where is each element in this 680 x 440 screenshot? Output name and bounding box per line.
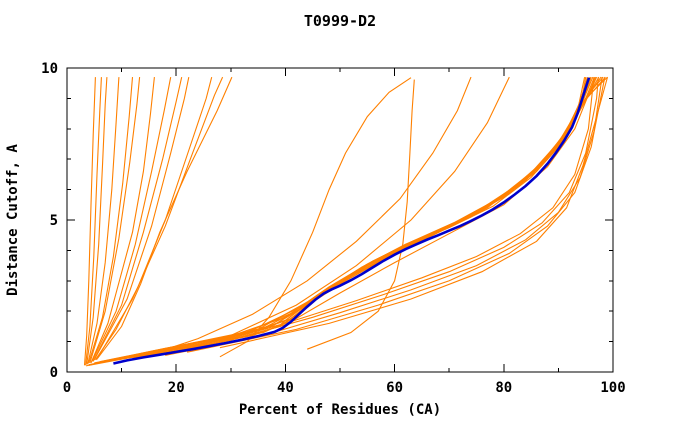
ensemble-model: [94, 76, 595, 364]
ensemble-model: [99, 76, 600, 363]
y-tick-label: 5: [50, 213, 58, 229]
ensemble-model: [165, 76, 510, 356]
ensemble-model: [85, 76, 586, 367]
x-tick-label: 40: [277, 380, 294, 396]
y-tick-label: 10: [41, 61, 58, 77]
ensemble-model: [307, 79, 415, 350]
ensemble-model: [102, 76, 604, 362]
ensemble-model: [116, 76, 591, 361]
highlighted-model: [113, 77, 591, 365]
ensemble-model: [86, 77, 108, 365]
ensemble-model: [88, 77, 587, 366]
ensemble-model: [94, 76, 594, 365]
tick-labels: 0 20 40 60 80 100 0 5 10: [41, 61, 626, 396]
ensemble-model: [88, 77, 134, 364]
ensemble-model: [92, 76, 183, 362]
ensemble-model: [107, 76, 608, 361]
ensemble-curves: [83, 76, 609, 367]
x-axis-label: Percent of Residues (CA): [239, 402, 441, 418]
y-axis-label: Distance Cutoff, A: [5, 144, 21, 296]
ensemble-model: [91, 76, 592, 365]
ensemble-model: [219, 77, 412, 358]
ensemble-model: [83, 77, 96, 366]
ensemble-model: [93, 76, 190, 361]
ensemble-model: [88, 76, 588, 366]
ensemble-model: [121, 76, 597, 362]
ensemble-model: [85, 77, 102, 366]
ensemble-model: [219, 76, 609, 349]
plot-border: [66, 67, 614, 373]
x-tick-label: 60: [386, 380, 403, 396]
x-tick-label: 100: [600, 380, 625, 396]
chart-title: T0999-D2: [304, 12, 376, 30]
x-tick-label: 0: [63, 380, 71, 396]
ensemble-model: [143, 76, 472, 358]
ensemble-model: [186, 76, 606, 353]
ensemble-model: [87, 77, 120, 365]
x-tick-label: 20: [168, 380, 185, 396]
ensemble-model: [165, 77, 603, 356]
highlight-curve: [113, 77, 591, 365]
axis-frame: [66, 67, 614, 373]
ensemble-model: [97, 76, 233, 359]
ensemble-model: [105, 76, 606, 362]
ensemble-model: [91, 76, 172, 362]
ensemble-model: [90, 77, 155, 364]
x-tick-label: 80: [495, 380, 512, 396]
ensemble-model: [132, 77, 595, 359]
ensemble-model: [89, 77, 141, 364]
y-tick-label: 0: [50, 365, 58, 381]
ensemble-model: [99, 76, 602, 363]
